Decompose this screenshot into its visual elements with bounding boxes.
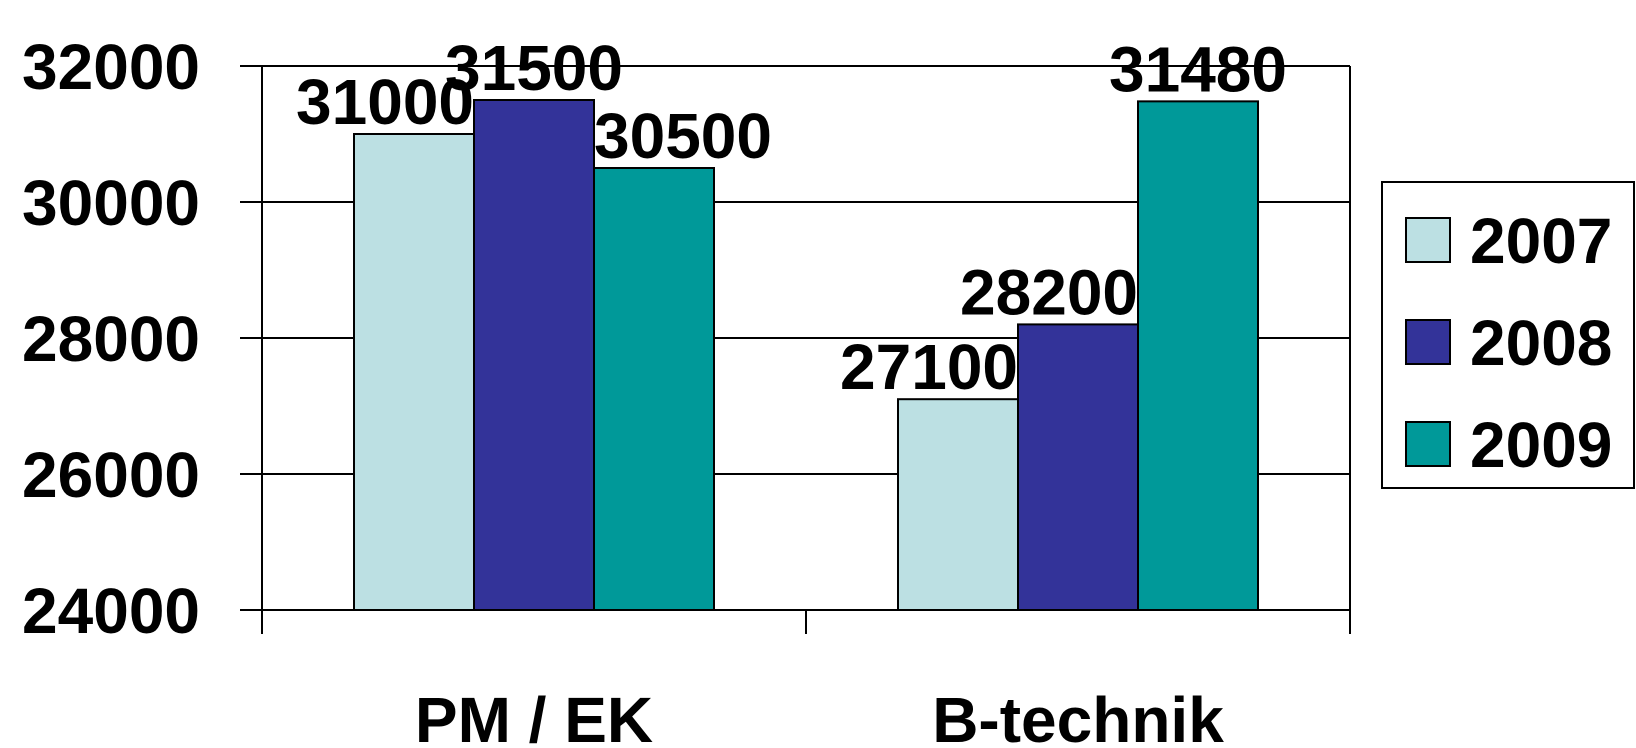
- data-label: 31480: [1109, 33, 1287, 105]
- data-label: 28200: [960, 256, 1138, 328]
- data-label: 31500: [445, 32, 623, 104]
- legend-swatch-2008: [1405, 319, 1451, 365]
- bars: [353, 99, 1259, 612]
- legend-label: 2007: [1470, 205, 1612, 277]
- bar-2007-0: [353, 133, 475, 611]
- legend-swatch-2007: [1405, 217, 1451, 263]
- legend-label: 2008: [1470, 307, 1612, 379]
- y-tick-label: 30000: [22, 167, 200, 239]
- x-category-label: B-technik: [932, 684, 1224, 748]
- axes: [240, 65, 1351, 634]
- y-tick-label: 26000: [22, 439, 200, 511]
- bar-2009-0: [593, 167, 715, 611]
- labels: 24000 26000 28000 30000 32000 310003150030500…: [22, 31, 1287, 748]
- legend: 2007 2008 2009: [1381, 181, 1635, 489]
- bar-2009-1: [1137, 100, 1259, 612]
- data-label: 31000: [296, 66, 474, 138]
- legend-label: 2009: [1470, 409, 1612, 481]
- data-label: 27100: [840, 331, 1018, 403]
- y-tick-label: 32000: [22, 31, 200, 103]
- bar-2008-0: [473, 99, 595, 611]
- data-label: 30500: [594, 100, 772, 172]
- bar-2008-1: [1017, 323, 1139, 611]
- y-tick-label: 28000: [22, 303, 200, 375]
- legend-swatch-2009: [1405, 421, 1451, 467]
- y-tick-label: 24000: [22, 575, 200, 647]
- bar-2007-1: [897, 398, 1019, 612]
- x-category-label: PM / EK: [415, 684, 653, 748]
